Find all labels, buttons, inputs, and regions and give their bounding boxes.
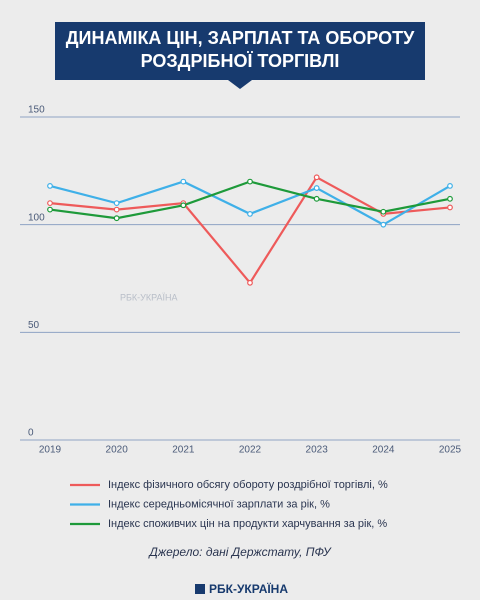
data-point xyxy=(113,206,120,213)
data-point xyxy=(380,208,387,215)
data-point xyxy=(180,202,187,209)
title-banner xyxy=(55,22,425,80)
x-tick-label: 2020 xyxy=(106,445,129,456)
data-point xyxy=(47,200,53,207)
source: Джерело: дані Держстату, ПФУ xyxy=(147,545,332,559)
logo-icon xyxy=(195,584,205,594)
data-point xyxy=(447,183,453,189)
data-point xyxy=(313,174,320,181)
chart-title: РОЗДРІБНОЇ ТОРГІВЛІ xyxy=(141,51,340,71)
x-tick-label: 2021 xyxy=(172,445,195,456)
x-tick-label: 2019 xyxy=(39,445,62,456)
data-point xyxy=(447,204,453,211)
data-point xyxy=(380,221,387,228)
data-point xyxy=(313,185,320,191)
data-point xyxy=(247,210,253,217)
data-point xyxy=(313,195,320,202)
data-point xyxy=(247,178,253,185)
data-point xyxy=(47,183,53,189)
y-tick-label: 50 xyxy=(28,320,40,331)
y-tick-label: 100 xyxy=(28,212,45,223)
logo: РБК-УКРАЇНА xyxy=(209,581,288,596)
data-point xyxy=(447,195,453,202)
x-tick-label: 2024 xyxy=(372,445,395,456)
watermark: РБК-УКРАЇНА xyxy=(120,292,178,302)
legend-label: Індекс середньомісячної зарплати за рік,… xyxy=(108,498,330,510)
y-tick-label: 150 xyxy=(28,105,45,116)
chart-title: ДИНАМІКА ЦІН, ЗАРПЛАТ ТА ОБОРОТУ xyxy=(66,28,415,48)
data-point xyxy=(180,178,187,185)
data-point xyxy=(113,200,120,207)
legend-label: Індекс фізичного обсягу обороту роздрібн… xyxy=(108,479,388,491)
y-tick-label: 0 xyxy=(28,428,34,439)
x-tick-label: 2025 xyxy=(439,445,462,456)
data-point xyxy=(113,215,120,222)
data-point xyxy=(247,279,253,286)
legend-label: Індекс споживчих цін на продукти харчува… xyxy=(108,518,387,530)
title-pointer xyxy=(228,80,252,89)
x-tick-label: 2023 xyxy=(306,445,329,456)
x-tick-label: 2022 xyxy=(239,445,262,456)
data-point xyxy=(47,206,53,213)
